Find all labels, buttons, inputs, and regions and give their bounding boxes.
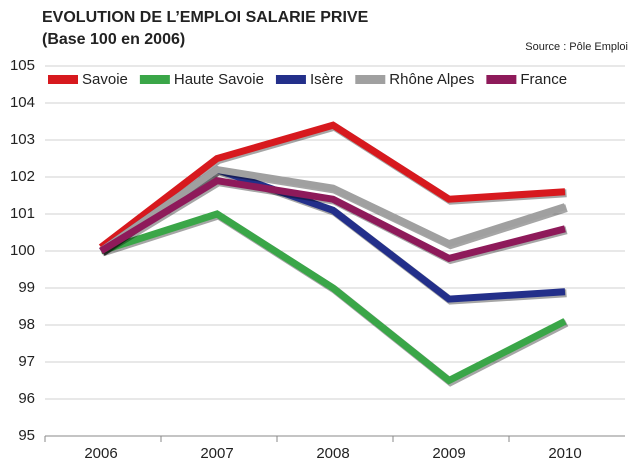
legend-swatch (275, 75, 306, 84)
y-tick-label: 104 (10, 94, 35, 111)
legend-label: Isère (310, 71, 343, 88)
y-tick-label: 96 (18, 390, 35, 407)
series-line (99, 210, 567, 385)
y-tick-label: 97 (18, 353, 35, 370)
x-tick-label: 2006 (84, 445, 117, 459)
series-line (98, 165, 567, 254)
legend-swatch (48, 75, 78, 84)
legend-swatch (486, 75, 517, 84)
x-tick-label: 2010 (548, 445, 581, 459)
source: Source : Pôle Emploi (525, 41, 628, 53)
legend-label: Haute Savoie (174, 71, 264, 88)
x-tick-label: 2009 (432, 445, 465, 459)
y-tick-label: 102 (10, 168, 35, 185)
x-tick-label: 2007 (200, 445, 233, 459)
legend-label: Savoie (82, 71, 128, 88)
y-tick-label: 98 (18, 316, 35, 333)
legend-swatch (139, 75, 170, 84)
chart-title: EVOLUTION DE L’EMPLOI SALARIE PRIVE (42, 9, 369, 26)
series-line (99, 177, 566, 263)
y-tick-label: 99 (18, 279, 35, 296)
y-tick-label: 103 (10, 131, 35, 148)
x-tick-label: 2008 (316, 445, 349, 459)
y-tick-label: 101 (10, 205, 35, 222)
y-tick-label: 105 (10, 57, 35, 74)
y-tick-label: 100 (10, 242, 35, 259)
legend-label: Rhône Alpes (389, 71, 474, 88)
legend-label: France (520, 71, 567, 88)
series-line (98, 121, 566, 251)
chart-subtitle: (Base 100 en 2006) (42, 31, 185, 48)
legend-swatch (355, 75, 386, 84)
y-tick-label: 95 (18, 427, 35, 444)
